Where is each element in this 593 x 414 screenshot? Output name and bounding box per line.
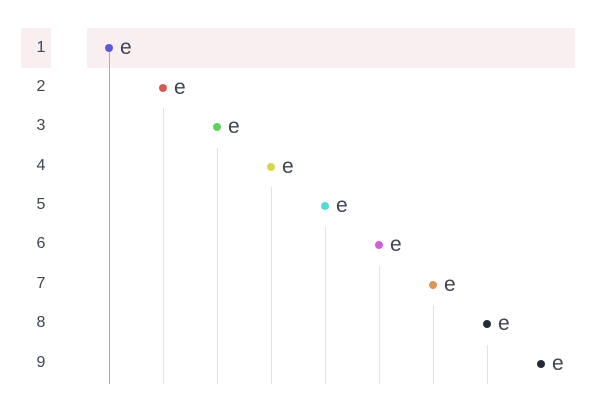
outline-bullet-5[interactable] — [321, 202, 329, 210]
outline-node-text-7[interactable]: e — [444, 273, 456, 296]
outline-guide-2 — [163, 108, 164, 384]
outline-bullet-6[interactable] — [375, 241, 383, 249]
outline-guide-5 — [325, 227, 326, 384]
active-line-highlight — [87, 28, 575, 68]
line-number-5: 5 — [36, 196, 46, 213]
outline-guide-3 — [217, 148, 218, 384]
outline-guide-7 — [433, 305, 434, 384]
outline-bullet-3[interactable] — [213, 123, 221, 131]
outline-guide-1 — [109, 52, 110, 384]
line-number-8: 8 — [36, 314, 46, 331]
outline-node-text-3[interactable]: e — [228, 115, 240, 138]
line-number-2: 2 — [36, 78, 46, 95]
outline-node-text-1[interactable]: e — [120, 36, 132, 59]
line-number-3: 3 — [36, 117, 46, 134]
line-number-1: 1 — [36, 39, 46, 56]
outline-node-text-4[interactable]: e — [282, 155, 294, 178]
outline-node-text-9[interactable]: e — [552, 352, 564, 375]
outline-bullet-2[interactable] — [159, 84, 167, 92]
outline-node-text-2[interactable]: e — [174, 76, 186, 99]
outline-bullet-9[interactable] — [537, 360, 545, 368]
outline-bullet-1[interactable] — [105, 44, 113, 52]
line-number-4: 4 — [36, 157, 46, 174]
line-number-9: 9 — [36, 354, 46, 371]
outline-bullet-8[interactable] — [483, 320, 491, 328]
outline-guide-6 — [379, 266, 380, 384]
outline-bullet-4[interactable] — [267, 163, 275, 171]
line-number-7: 7 — [36, 275, 46, 292]
outline-node-text-5[interactable]: e — [336, 194, 348, 217]
outline-bullet-7[interactable] — [429, 281, 437, 289]
active-line-number-highlight — [21, 28, 51, 68]
outline-node-text-6[interactable]: e — [390, 233, 402, 256]
outline-node-text-8[interactable]: e — [498, 312, 510, 335]
line-number-6: 6 — [36, 235, 46, 252]
outline-guide-4 — [271, 187, 272, 384]
outline-guide-8 — [487, 345, 488, 384]
